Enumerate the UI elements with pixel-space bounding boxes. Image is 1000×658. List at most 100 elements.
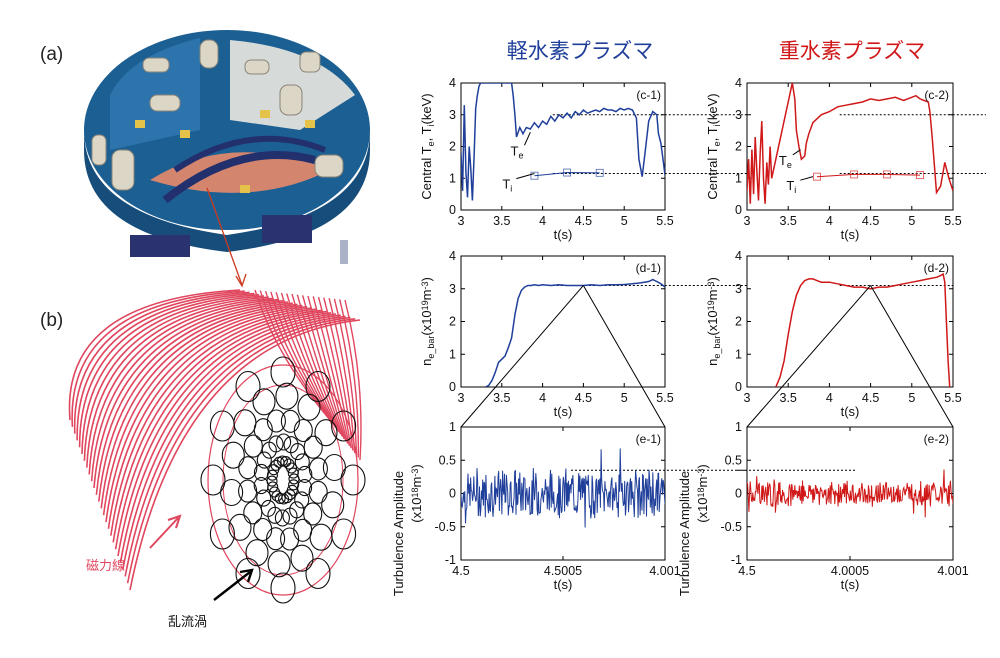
eddy — [314, 419, 338, 447]
axis-label-part: ) — [419, 277, 434, 281]
x-axis-label: t(s) — [841, 404, 860, 419]
plot-frame — [746, 255, 954, 388]
y-tick-label: -1 — [731, 553, 742, 567]
eddy — [270, 572, 296, 604]
panel-label: (d-1) — [636, 261, 661, 275]
annotation-subscript: e — [518, 150, 523, 160]
x-tick-label: 4.5005 — [544, 564, 582, 578]
eddy — [245, 539, 269, 567]
eddy — [303, 435, 323, 459]
eddy — [266, 409, 286, 433]
eddy — [285, 462, 298, 474]
eddy — [267, 550, 291, 578]
field-line — [129, 319, 361, 591]
eddy — [266, 475, 278, 487]
data-point — [883, 170, 892, 179]
eddies-label: 乱流渦 — [168, 615, 207, 630]
axis-label-part: (x10 — [705, 310, 720, 335]
eddy — [252, 388, 276, 416]
field-line — [291, 293, 343, 437]
field-line — [312, 296, 351, 447]
x-tick-label: 4.5 — [862, 391, 879, 405]
panel-label: (e-1) — [636, 432, 661, 446]
coil-band-2 — [173, 135, 327, 173]
eddy — [290, 443, 306, 461]
zoom-line — [460, 285, 584, 428]
series-line — [534, 171, 600, 177]
axis-label-part: i — [426, 124, 436, 126]
field-line — [317, 296, 352, 449]
zoom-line — [870, 285, 954, 428]
data-point — [813, 172, 821, 181]
field-line — [71, 290, 245, 427]
eddy — [331, 410, 357, 442]
turbulent-eddies — [200, 356, 366, 604]
eddy — [256, 451, 272, 469]
annotation-symbol: T — [510, 143, 518, 158]
eddy — [267, 481, 279, 493]
axis-label-part: -3 — [696, 469, 706, 477]
port — [299, 51, 321, 73]
y-tick-label: 1 — [449, 420, 456, 434]
eddy — [282, 507, 298, 525]
y-tick-label: 4 — [735, 249, 742, 263]
field-line — [112, 310, 327, 543]
y-tick-label: 3 — [449, 282, 456, 296]
axis-label: Central Te, Ti(keV) — [705, 93, 722, 199]
title-hydrogen: 軽水素プラズマ — [507, 39, 654, 63]
x-axis-label: t(s) — [554, 227, 573, 242]
y-tick-label: 2 — [735, 140, 742, 154]
support-leg — [130, 235, 190, 257]
axis-label-part: m — [695, 477, 710, 488]
field-line — [280, 292, 340, 433]
annotation-label: Ti — [786, 178, 796, 195]
series-line — [816, 173, 921, 178]
eddy — [294, 491, 310, 509]
eddy — [284, 489, 296, 501]
field-line — [100, 304, 303, 509]
y-tick-label: 1 — [449, 171, 456, 185]
eddy — [308, 480, 328, 504]
coil-block — [180, 130, 190, 138]
port — [279, 84, 303, 116]
eddy — [280, 527, 300, 551]
eddy-arrow-head — [239, 568, 254, 583]
field-line — [270, 291, 336, 428]
x-axis-label: t(s) — [841, 577, 860, 592]
panel-label: (c-2) — [924, 88, 949, 102]
coil-band — [162, 151, 317, 204]
eddy — [276, 433, 292, 451]
axis-label-part: e_bar — [426, 336, 436, 359]
field-line — [122, 315, 346, 570]
data-point — [850, 170, 859, 179]
y-tick-label: 0 — [735, 487, 742, 501]
eddy — [233, 409, 257, 437]
y-tick-label: 4 — [449, 76, 456, 90]
axis-label-part: m — [419, 289, 434, 300]
axis-label-part: 19 — [706, 300, 716, 310]
eddy — [303, 502, 323, 526]
y-tick-label: 2 — [449, 140, 456, 154]
y-tick-label: 0.5 — [725, 453, 742, 467]
y-tick-label: 0 — [449, 380, 456, 394]
field-arrow-head — [167, 514, 182, 529]
y-tick-label: 3 — [735, 282, 742, 296]
eddy — [228, 513, 252, 541]
y-tick-label: -0.5 — [434, 520, 456, 534]
chart-d2: 3 3.5 4 4.5 5 5.5 0 1 2 3 4 (d-2) t(s) ne_bar(x1019m-… — [705, 249, 962, 428]
vessel-cut-face — [110, 38, 200, 150]
axis-label-part: (x10 — [695, 497, 710, 522]
eddy — [268, 435, 284, 453]
field-line — [88, 298, 279, 475]
field-line — [93, 301, 289, 489]
zoom-pointer-arrowhead — [235, 273, 247, 288]
x-tick-label: 5.5 — [656, 214, 673, 228]
field-line — [73, 291, 250, 434]
eddy — [290, 544, 314, 572]
field-line — [107, 308, 317, 529]
annotation-subscript: i — [510, 183, 512, 193]
eddy — [274, 509, 290, 527]
x-tick-label: 5 — [621, 214, 628, 228]
